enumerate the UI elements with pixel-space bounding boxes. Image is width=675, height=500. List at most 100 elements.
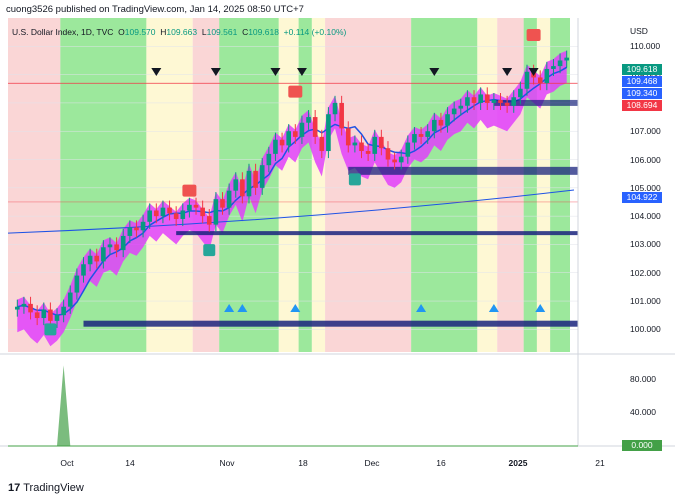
price-tick-10: 100.000: [630, 324, 661, 335]
candle-body-73: [498, 100, 503, 103]
tradingview-logo-icon: 17: [8, 482, 21, 494]
candle-body-5: [48, 309, 53, 321]
candle-body-49: [339, 102, 344, 129]
price-tick-7: 103.000: [630, 239, 661, 250]
support-band-105: [348, 166, 578, 175]
sell-label-icon-2: [526, 28, 541, 41]
candle-body-30: [213, 199, 219, 225]
candle-body-62: [425, 131, 431, 137]
currency-label[interactable]: USD: [630, 26, 648, 36]
candle-body-10: [81, 264, 86, 276]
time-tick-1: 14: [125, 458, 135, 468]
price-tag-3: 108.694: [622, 100, 662, 111]
candle-body-54: [372, 136, 378, 154]
candle-body-81: [551, 66, 556, 69]
candle-body-0: [14, 306, 20, 310]
low-label: L: [201, 27, 207, 37]
candle-body-38: [266, 153, 272, 166]
candle-body-45: [312, 117, 318, 137]
session-band-lead: [8, 18, 14, 352]
high-label: H: [160, 27, 167, 37]
session-band-10: [477, 18, 498, 352]
moving-average-line: [17, 66, 568, 316]
candle-body-47: [326, 114, 331, 152]
open-value: 109.570: [124, 27, 156, 37]
candle-body-26: [187, 204, 192, 211]
price-tick-5: 105.000: [630, 182, 661, 193]
candle-body-18: [134, 227, 139, 231]
candle-body-50: [345, 128, 351, 146]
candle-body-3: [34, 312, 40, 319]
time-tick-2: Nov: [219, 458, 235, 468]
publisher-line: cuong3526 published on TradingView.com, …: [6, 4, 304, 15]
buy-label-icon-1: [203, 244, 216, 257]
lower-value-tag: 0.000: [622, 440, 662, 451]
candle-body-1: [21, 303, 27, 307]
candle-body-71: [484, 94, 490, 103]
session-band-7: [311, 18, 326, 352]
session-band-5: [278, 18, 299, 352]
sell-signal-icon-0: [151, 68, 162, 76]
price-tag-0: 109.618: [622, 64, 662, 75]
support-band-100: [83, 320, 578, 327]
sell-signal-icon-4: [429, 68, 440, 76]
candle-body-17: [127, 227, 133, 236]
candle-body-14: [107, 244, 113, 248]
candle-body-74: [504, 102, 510, 106]
candle-body-8: [67, 292, 73, 307]
time-tick-0: Oct: [60, 458, 74, 468]
time-tick-6: 2025: [508, 458, 528, 468]
candle-body-58: [398, 156, 404, 163]
price-tag-1: 109.468: [622, 76, 662, 87]
candle-body-37: [259, 165, 265, 188]
candle-body-59: [405, 142, 411, 157]
session-band-9: [411, 18, 478, 352]
close-label: C: [242, 27, 249, 37]
slow-average-line: [7, 189, 575, 234]
sell-label-icon-1: [288, 85, 303, 98]
price-tick-4: 106.000: [630, 154, 661, 165]
sell-signal-icon-3: [296, 68, 307, 76]
buy-signal-icon-1: [237, 304, 248, 312]
sell-signal-icon-6: [528, 68, 539, 76]
candle-body-32: [226, 190, 232, 208]
symbol-name: U.S. Dollar Index, 1D, TVC: [12, 27, 114, 37]
candle-body-16: [120, 235, 126, 251]
candle-body-79: [537, 77, 543, 84]
candle-body-35: [246, 170, 252, 197]
buy-signal-icon-5: [535, 304, 546, 312]
candle-body-29: [206, 216, 212, 225]
symbol-legend[interactable]: U.S. Dollar Index, 1D, TVC O109.570 H 109…: [12, 27, 346, 37]
candle-body-22: [160, 207, 166, 217]
candle-body-11: [87, 255, 93, 265]
candle-body-34: [240, 179, 245, 197]
candle-body-76: [518, 88, 523, 98]
candle-body-19: [140, 221, 146, 231]
price-tick-9: 101.000: [630, 296, 661, 307]
magenta-cloud: [17, 50, 567, 347]
close-value: 109.618: [248, 27, 279, 37]
low-value: 109.561: [206, 27, 238, 37]
support-band-103: [176, 231, 578, 236]
candle-body-23: [167, 207, 172, 214]
footer[interactable]: 17 TradingView: [8, 482, 84, 494]
candle-body-75: [511, 97, 517, 106]
price-tick-0: 110.000: [630, 41, 661, 52]
candle-body-64: [438, 119, 444, 126]
candle-body-24: [173, 213, 179, 219]
candle-body-12: [94, 255, 100, 262]
open-label: O: [118, 27, 125, 37]
buy-signal-icon-3: [416, 304, 427, 312]
candle-body-41: [286, 131, 292, 146]
candle-body-57: [392, 159, 397, 163]
candle-body-2: [28, 303, 33, 313]
candle-body-27: [193, 204, 199, 208]
candle-body-77: [524, 71, 530, 89]
candle-body-7: [61, 306, 66, 316]
session-band-8: [325, 18, 412, 352]
candle-body-13: [101, 247, 106, 262]
candle-body-40: [279, 139, 285, 146]
price-tick-3: 107.000: [630, 126, 661, 137]
candle-body-69: [471, 97, 477, 103]
